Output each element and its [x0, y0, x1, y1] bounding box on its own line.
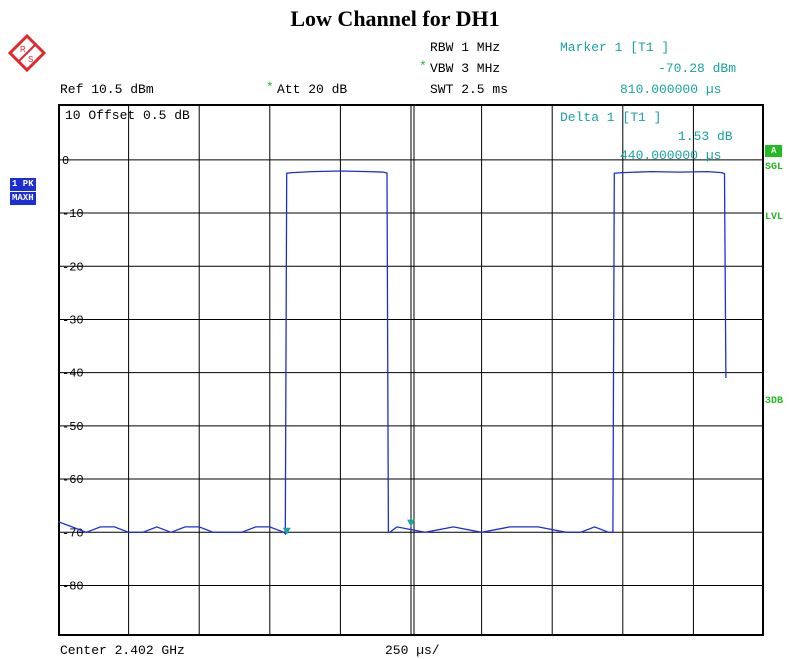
plot-area: 0 -10 -20 -30 -40 -50 -60 -70 -80 — [58, 104, 764, 636]
y-tick-label: -30 — [62, 313, 84, 327]
status-3db: 3DB — [765, 396, 784, 407]
delta-time: 440.000000 µs — [620, 148, 722, 163]
sweep-time-readout: SWT 2.5 ms — [430, 82, 509, 97]
vbw-readout: VBW 3 MHz — [430, 61, 501, 76]
svg-text:R: R — [20, 45, 26, 54]
rs-logo: R S — [8, 34, 46, 72]
svg-text:S: S — [28, 55, 33, 64]
y-tick-label: -70 — [62, 526, 84, 540]
marker-time: 810.000000 µs — [620, 82, 722, 97]
spectrum-chart: 0 -10 -20 -30 -40 -50 -60 -70 -80 — [58, 104, 764, 636]
status-lvl: LVL — [765, 212, 784, 223]
marker-1 — [282, 527, 291, 535]
status-badge-a: A — [765, 145, 783, 157]
trace-badge-pk: 1 PK — [10, 178, 36, 191]
delta-value: 1.53 dB — [678, 129, 733, 144]
offset-readout: 10 Offset 0.5 dB — [65, 108, 190, 123]
y-tick-label: -50 — [62, 420, 84, 434]
center-frequency: Center 2.402 GHz — [60, 643, 185, 658]
trace-line — [58, 170, 727, 536]
vbw-star: * — [419, 59, 427, 74]
y-tick-label: 0 — [62, 154, 69, 168]
status-sgl: SGL — [765, 162, 784, 173]
attenuation-readout: Att 20 dB — [277, 82, 348, 97]
y-tick-label: -20 — [62, 260, 84, 274]
y-tick-label: -40 — [62, 367, 84, 381]
delta-label: Delta 1 [T1 ] — [560, 110, 662, 125]
y-tick-label: -60 — [62, 473, 84, 487]
marker-value: -70.28 dBm — [658, 61, 737, 76]
trace-badge-maxh: MAXH — [10, 192, 36, 205]
ref-level-readout: Ref 10.5 dBm — [60, 82, 154, 97]
att-star: * — [266, 80, 274, 95]
marker-label: Marker 1 [T1 ] — [560, 40, 670, 55]
y-tick-label: -80 — [62, 579, 84, 593]
marker-d1 — [407, 519, 415, 527]
rbw-readout: RBW 1 MHz — [430, 40, 501, 55]
chart-title: Low Channel for DH1 — [290, 6, 500, 31]
y-tick-label: -10 — [62, 207, 84, 221]
span-per-division: 250 µs/ — [385, 643, 440, 658]
